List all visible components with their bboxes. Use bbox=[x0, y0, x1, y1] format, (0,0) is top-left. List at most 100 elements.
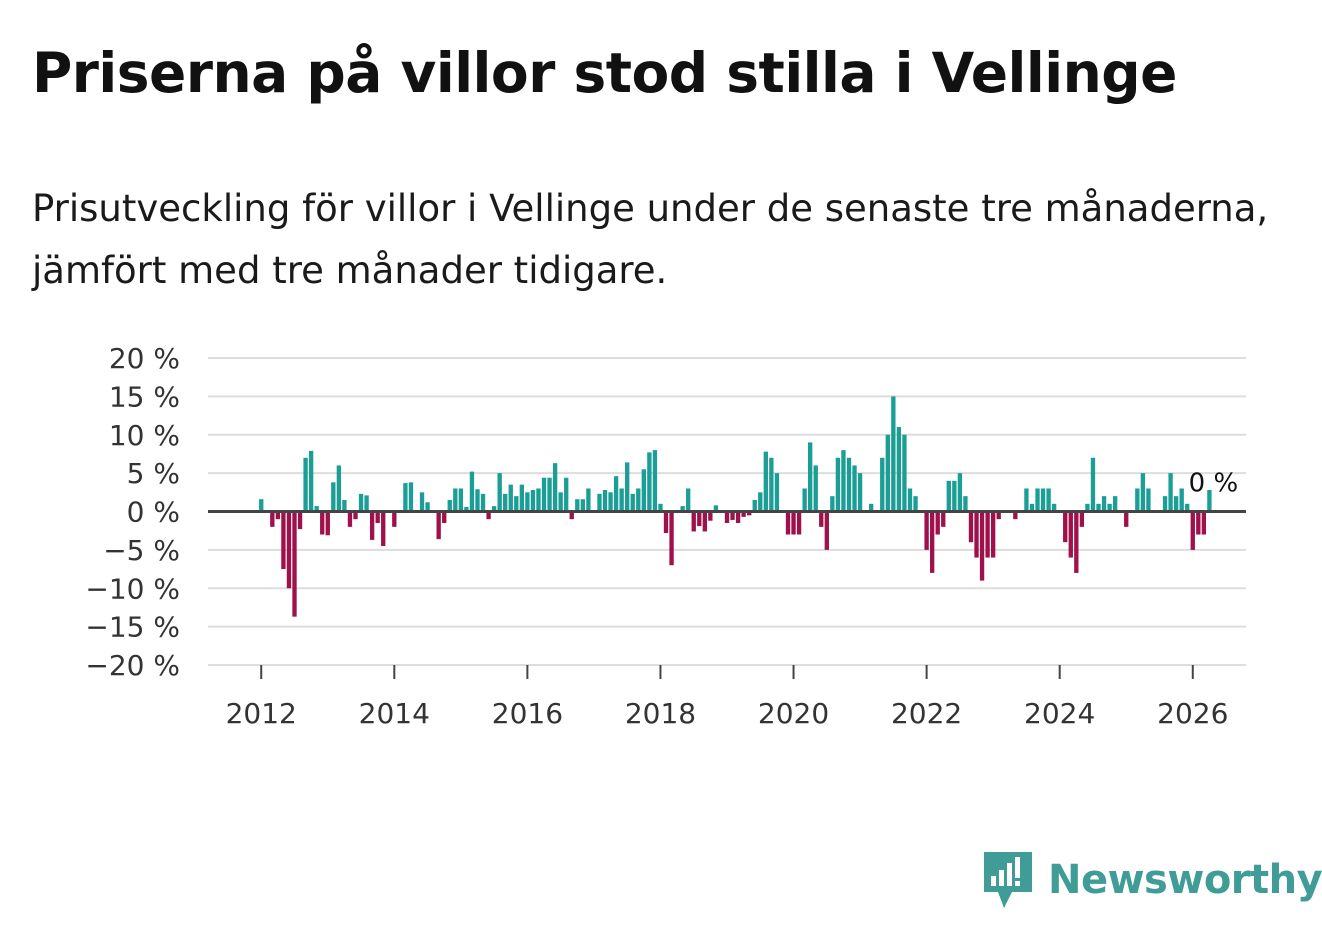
bar bbox=[1024, 488, 1029, 512]
bar bbox=[957, 473, 963, 512]
bar bbox=[1063, 511, 1068, 543]
bar bbox=[558, 492, 563, 512]
bar bbox=[774, 473, 780, 512]
bar bbox=[885, 434, 890, 512]
bar bbox=[519, 484, 525, 512]
bar bbox=[996, 511, 1001, 520]
bar bbox=[336, 465, 342, 512]
bar bbox=[619, 488, 624, 512]
bar bbox=[952, 480, 957, 512]
y-tick-label: 10 % bbox=[109, 419, 180, 452]
bar bbox=[802, 488, 807, 512]
x-tick-label: 2016 bbox=[492, 697, 563, 730]
bar bbox=[1051, 503, 1057, 512]
bar bbox=[1085, 503, 1090, 512]
bar bbox=[541, 477, 547, 512]
bar bbox=[990, 511, 996, 558]
bar bbox=[924, 511, 929, 550]
bar bbox=[663, 511, 669, 533]
bar bbox=[713, 505, 719, 512]
bar bbox=[824, 511, 829, 550]
bar bbox=[419, 492, 425, 512]
bar bbox=[741, 511, 746, 517]
brand-name: Newsworthy bbox=[1048, 857, 1322, 903]
bar bbox=[974, 511, 979, 558]
bar bbox=[680, 506, 685, 512]
bar bbox=[497, 473, 502, 512]
bar bbox=[381, 511, 386, 547]
brand-logo[interactable]: Newsworthy bbox=[980, 848, 1322, 912]
bar bbox=[946, 480, 951, 512]
bar bbox=[530, 490, 536, 512]
bar bbox=[320, 511, 325, 535]
y-tick-label: −20 % bbox=[85, 649, 180, 682]
bar bbox=[830, 496, 835, 512]
bar bbox=[1112, 496, 1118, 512]
bar bbox=[458, 488, 464, 512]
bar bbox=[930, 511, 935, 573]
bar bbox=[597, 493, 602, 512]
bar bbox=[647, 452, 652, 512]
bar bbox=[1162, 496, 1168, 512]
bar bbox=[907, 488, 913, 512]
bar bbox=[442, 511, 447, 524]
y-tick-label: −10 % bbox=[85, 572, 180, 605]
bar bbox=[1090, 457, 1096, 512]
bar bbox=[630, 493, 635, 512]
bar bbox=[1101, 496, 1107, 512]
bar bbox=[308, 450, 314, 512]
bar bbox=[491, 506, 497, 512]
bar bbox=[552, 463, 558, 512]
x-tick-label: 2026 bbox=[1157, 697, 1228, 730]
bar bbox=[292, 511, 297, 617]
bar bbox=[602, 490, 608, 512]
bar bbox=[941, 511, 946, 527]
bar bbox=[735, 511, 741, 524]
bar bbox=[480, 493, 486, 512]
bar bbox=[1046, 488, 1051, 512]
x-tick-label: 2018 bbox=[625, 697, 696, 730]
bar bbox=[525, 492, 530, 512]
y-tick-label: −5 % bbox=[103, 534, 180, 567]
bar bbox=[259, 499, 264, 512]
bar bbox=[641, 469, 646, 512]
bar bbox=[891, 396, 896, 512]
bar bbox=[1074, 511, 1079, 573]
bar bbox=[724, 511, 730, 524]
bar bbox=[547, 477, 552, 512]
bar bbox=[469, 471, 475, 512]
bar bbox=[1207, 490, 1212, 512]
bar bbox=[702, 511, 707, 532]
bar bbox=[730, 511, 735, 520]
newsworthy-logo-icon bbox=[984, 852, 1032, 908]
bar bbox=[857, 473, 863, 512]
chart-subtitle: Prisutveckling för villor i Vellinge und… bbox=[32, 187, 1269, 292]
bar bbox=[1196, 511, 1201, 535]
x-tick-label: 2014 bbox=[359, 697, 430, 730]
bar bbox=[508, 484, 513, 512]
bar bbox=[1179, 488, 1184, 512]
bar bbox=[392, 511, 397, 527]
bar bbox=[403, 483, 408, 512]
bar bbox=[1190, 511, 1195, 550]
bar bbox=[436, 511, 441, 540]
bar bbox=[1168, 473, 1173, 512]
bar bbox=[968, 511, 974, 543]
bar bbox=[425, 502, 430, 512]
bar bbox=[270, 511, 275, 527]
bar bbox=[475, 489, 480, 512]
bar bbox=[625, 462, 630, 512]
bar bbox=[486, 511, 491, 520]
bar bbox=[613, 476, 619, 512]
bar bbox=[1146, 488, 1151, 512]
bar bbox=[835, 457, 841, 512]
bar bbox=[564, 477, 569, 512]
bar bbox=[896, 427, 902, 512]
bar bbox=[342, 499, 347, 512]
bar bbox=[935, 511, 940, 535]
bar bbox=[297, 511, 303, 530]
bar bbox=[464, 506, 469, 512]
bar bbox=[785, 511, 791, 535]
bar bbox=[1035, 488, 1040, 512]
bar bbox=[841, 450, 846, 512]
